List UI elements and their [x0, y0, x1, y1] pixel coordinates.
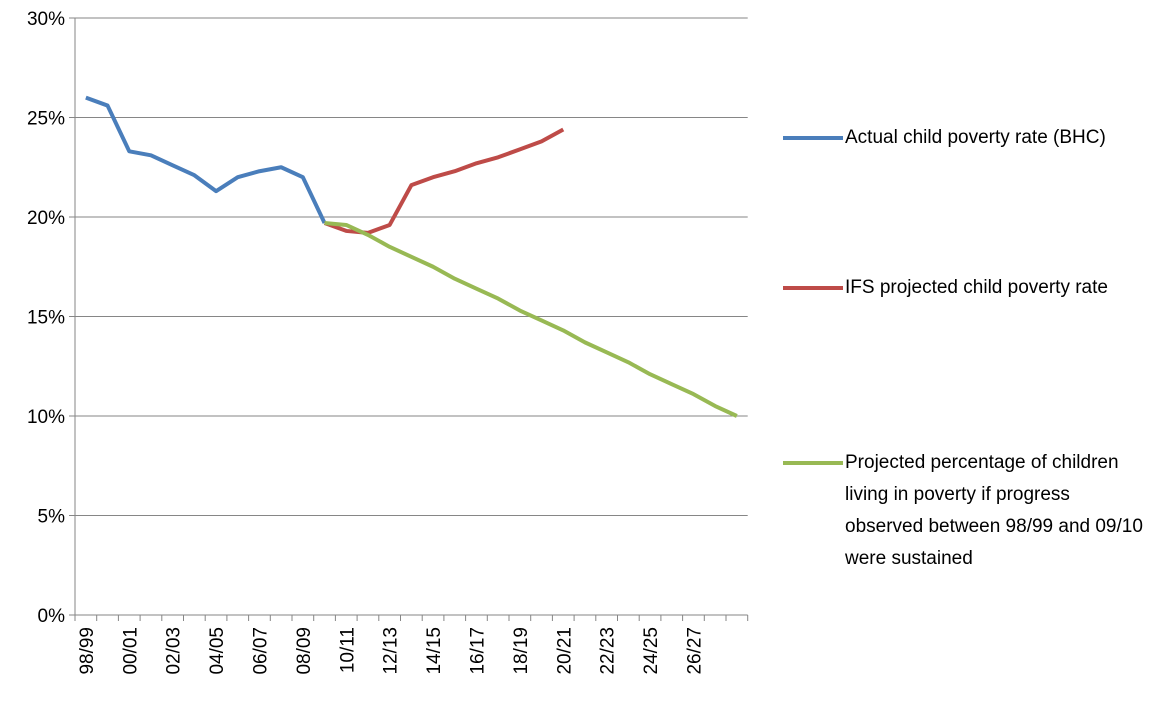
x-tick-label: 10/11 — [337, 627, 358, 673]
x-tick-label: 08/09 — [294, 627, 315, 675]
x-tick-label: 00/01 — [120, 627, 141, 675]
legend-label: IFS projected child poverty rate — [845, 277, 1108, 298]
x-tick-label: 04/05 — [207, 627, 228, 675]
x-tick-label: 26/27 — [684, 627, 705, 675]
x-tick-label: 22/23 — [598, 627, 619, 675]
y-tick-label: 20% — [27, 208, 65, 229]
legend-label: Actual child poverty rate (BHC) — [845, 127, 1106, 148]
x-tick-label: 18/19 — [511, 627, 532, 675]
line-series — [85, 95, 327, 224]
x-tick-label: 12/13 — [381, 627, 402, 675]
x-tick-label: 98/99 — [77, 627, 98, 675]
x-tick-label: 06/07 — [250, 627, 271, 675]
y-tick-label: 5% — [38, 507, 66, 528]
x-tick-label: 20/21 — [554, 627, 575, 675]
y-tick-label: 25% — [27, 109, 65, 130]
y-tick-label: 10% — [27, 407, 65, 428]
line-series — [324, 220, 738, 418]
y-tick-label: 0% — [38, 606, 66, 627]
x-tick-label: 14/15 — [424, 627, 445, 675]
x-tick-label: 24/25 — [641, 627, 662, 675]
x-tick-label: 02/03 — [164, 627, 185, 675]
legend-label: Projected percentage of children living … — [845, 452, 1143, 569]
y-tick-label: 15% — [27, 308, 65, 329]
x-tick-label: 16/17 — [467, 627, 488, 675]
y-tick-label: 30% — [27, 9, 65, 30]
